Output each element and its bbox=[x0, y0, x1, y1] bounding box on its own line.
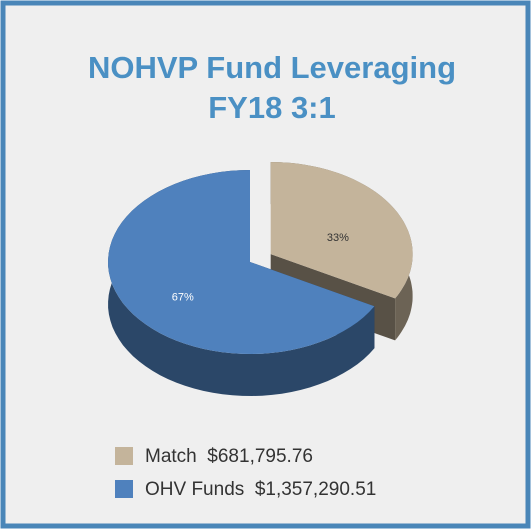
legend-swatch bbox=[115, 447, 133, 465]
legend-label: Match $681,795.76 bbox=[145, 446, 313, 467]
slice bbox=[108, 170, 375, 354]
legend-label: OHV Funds $1,357,290.51 bbox=[145, 479, 376, 500]
chart-title: NOHVP Fund Leveraging bbox=[88, 50, 456, 85]
slice bbox=[270, 162, 413, 299]
data-label: 67% bbox=[172, 292, 194, 304]
legend-swatch bbox=[115, 480, 133, 498]
data-label: 33% bbox=[327, 232, 349, 244]
chart-title: FY18 3:1 bbox=[208, 90, 336, 125]
